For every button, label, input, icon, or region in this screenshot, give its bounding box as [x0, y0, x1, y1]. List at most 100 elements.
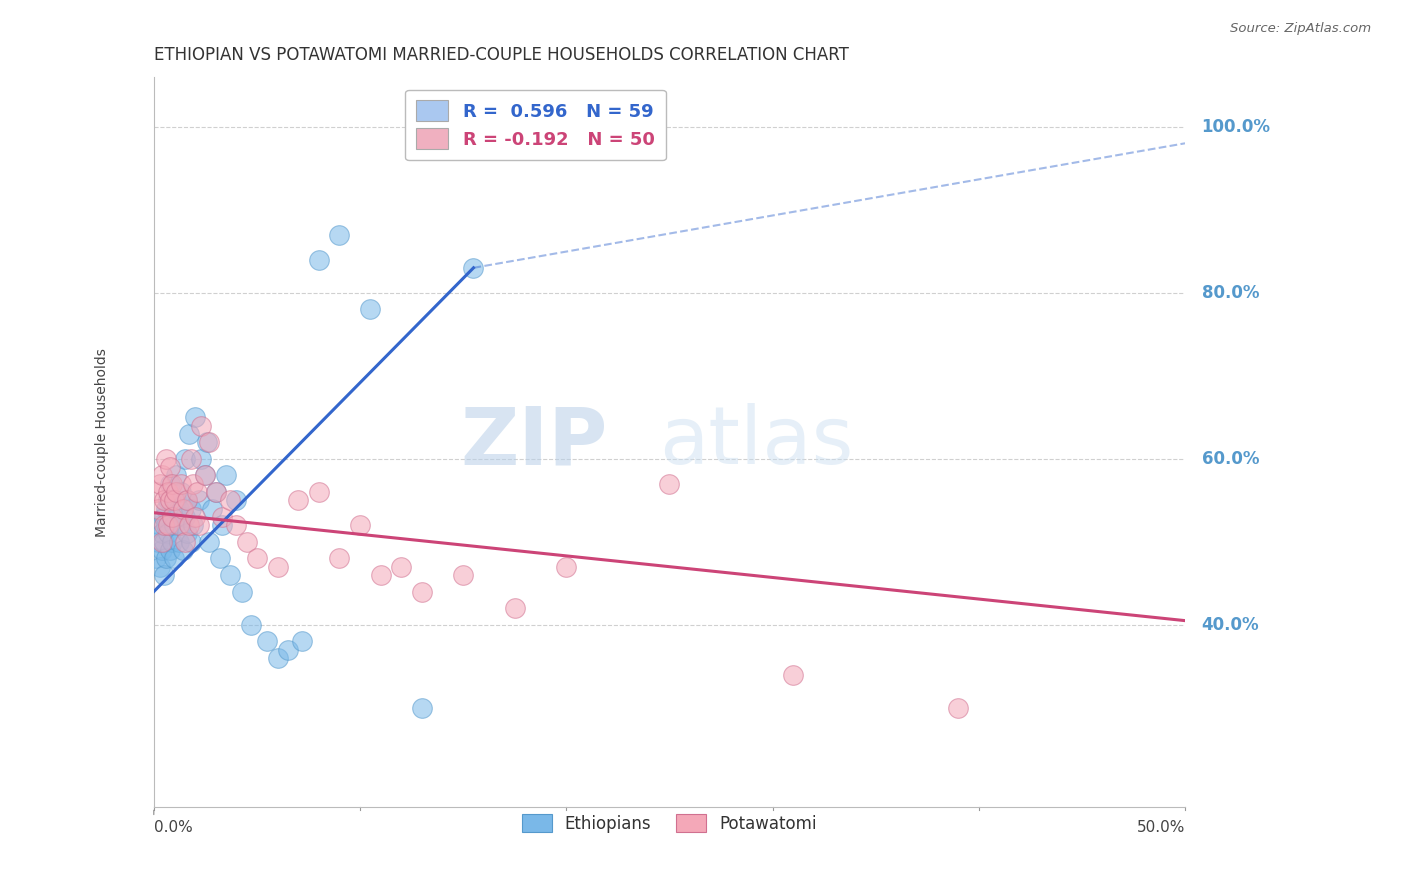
Point [463, 260, 485, 275]
Point [208, 551, 231, 566]
Point [176, 493, 198, 508]
Text: 100.0%: 100.0% [1202, 118, 1271, 136]
Point [153, 518, 176, 533]
Point [190, 418, 212, 433]
Point [149, 476, 172, 491]
Point [157, 526, 180, 541]
Point [215, 468, 238, 483]
Point [145, 485, 167, 500]
Point [155, 451, 177, 466]
Text: 0.0%: 0.0% [153, 820, 193, 835]
Point [150, 468, 173, 483]
Point [157, 485, 180, 500]
Point [225, 518, 247, 533]
Point [211, 509, 233, 524]
Point [219, 493, 242, 508]
Point [411, 700, 433, 714]
Point [197, 435, 219, 450]
Point [166, 493, 188, 508]
Point [150, 534, 173, 549]
Point [291, 634, 314, 648]
Point [153, 568, 176, 582]
Point [167, 501, 190, 516]
Point [204, 485, 226, 500]
Point [163, 493, 186, 508]
Point [162, 509, 184, 524]
Point [162, 509, 184, 524]
Point [555, 559, 578, 574]
Text: Married-couple Households: Married-couple Households [96, 348, 110, 537]
Point [235, 534, 257, 549]
Point [411, 584, 433, 599]
Point [194, 468, 217, 483]
Point [163, 518, 186, 533]
Point [157, 518, 180, 533]
Point [180, 451, 202, 466]
Point [308, 485, 330, 500]
Point [146, 534, 169, 549]
Point [194, 468, 217, 483]
Point [169, 476, 191, 491]
Text: ZIP: ZIP [460, 403, 607, 481]
Point [169, 518, 191, 533]
Point [370, 568, 392, 582]
Point [200, 501, 222, 516]
Point [155, 551, 177, 566]
Point [503, 601, 526, 615]
Point [246, 551, 269, 566]
Text: 60.0%: 60.0% [1202, 450, 1258, 467]
Point [155, 518, 177, 533]
Point [166, 468, 188, 483]
Point [155, 501, 177, 516]
Point [946, 700, 969, 714]
Point [163, 551, 186, 566]
Point [782, 667, 804, 681]
Point [173, 509, 195, 524]
Point [176, 526, 198, 541]
Point [349, 518, 371, 533]
Point [328, 227, 350, 242]
Point [180, 534, 202, 549]
Point [157, 493, 180, 508]
Point [277, 642, 299, 657]
Point [225, 493, 247, 508]
Point [176, 493, 198, 508]
Point [159, 543, 181, 558]
Point [150, 526, 173, 541]
Point [145, 551, 167, 566]
Point [162, 534, 184, 549]
Point [204, 485, 226, 500]
Point [169, 485, 191, 500]
Point [181, 518, 204, 533]
Point [177, 426, 200, 441]
Text: atlas: atlas [659, 403, 853, 481]
Text: ETHIOPIAN VS POTAWATOMI MARRIED-COUPLE HOUSEHOLDS CORRELATION CHART: ETHIOPIAN VS POTAWATOMI MARRIED-COUPLE H… [153, 46, 849, 64]
Point [172, 501, 194, 516]
Point [359, 302, 381, 317]
Point [159, 493, 181, 508]
Point [159, 476, 181, 491]
Text: 50.0%: 50.0% [1136, 820, 1185, 835]
Point [190, 451, 212, 466]
Point [198, 534, 221, 549]
Point [153, 534, 176, 549]
Point [172, 543, 194, 558]
Point [167, 518, 190, 533]
Point [256, 634, 278, 648]
Text: Source: ZipAtlas.com: Source: ZipAtlas.com [1230, 22, 1371, 36]
Point [451, 568, 474, 582]
Legend: Ethiopians, Potawatomi: Ethiopians, Potawatomi [515, 808, 824, 839]
Point [184, 410, 207, 425]
Point [287, 493, 309, 508]
Point [389, 559, 412, 574]
Point [188, 518, 211, 533]
Point [211, 518, 233, 533]
Point [162, 476, 184, 491]
Point [167, 534, 190, 549]
Point [219, 568, 242, 582]
Point [153, 493, 176, 508]
Point [266, 559, 288, 574]
Point [308, 252, 330, 267]
Text: 40.0%: 40.0% [1202, 615, 1260, 634]
Point [150, 543, 173, 558]
